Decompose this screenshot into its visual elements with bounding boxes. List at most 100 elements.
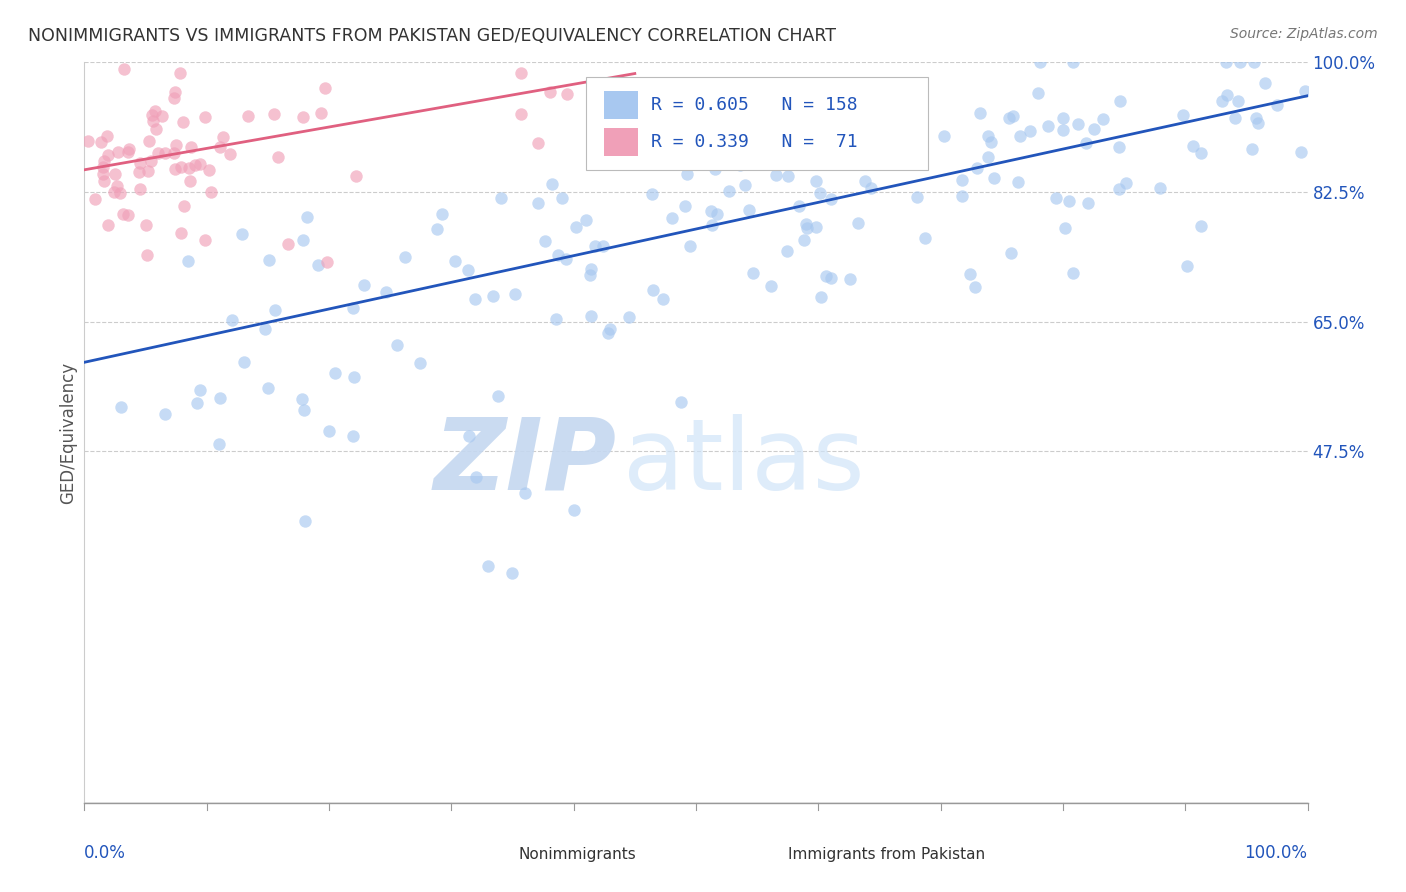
Point (527, 196, 550, 211)
Point (163, 145, 186, 160)
Point (1216, 88, 1239, 103)
Point (575, 212, 598, 227)
Point (464, 470, 486, 484)
Point (776, 169, 799, 183)
Point (1074, 136, 1097, 151)
Point (136, 248, 159, 262)
Point (93, 153, 115, 168)
Point (815, 268, 838, 283)
Point (117, 208, 139, 222)
Point (619, 310, 641, 324)
Point (294, 515, 316, 529)
Point (200, 185, 222, 199)
Point (148, 145, 170, 160)
Point (1028, 55, 1050, 70)
Point (112, 62, 135, 76)
Point (1108, 182, 1130, 196)
Point (513, 486, 536, 500)
Point (394, 250, 416, 264)
Point (179, 174, 201, 188)
Point (385, 338, 408, 352)
Point (579, 262, 602, 277)
Point (163, 85, 186, 99)
Point (598, 326, 620, 340)
Point (914, 230, 936, 244)
Point (353, 278, 375, 293)
Point (538, 85, 561, 99)
Point (846, 216, 869, 230)
Point (820, 270, 842, 285)
Point (430, 207, 453, 221)
Point (820, 192, 842, 206)
Point (1244, 111, 1267, 125)
Point (180, 140, 202, 154)
Point (344, 169, 367, 184)
Point (950, 172, 973, 186)
Text: ZIP: ZIP (433, 414, 616, 511)
Point (1052, 122, 1074, 136)
Point (541, 178, 564, 192)
Point (107, 145, 129, 160)
Point (231, 227, 253, 241)
Point (547, 248, 569, 262)
Point (342, 429, 364, 443)
Point (977, 150, 1000, 164)
Point (267, 150, 290, 164)
Point (808, 186, 831, 200)
Point (1211, 94, 1233, 108)
Point (170, 160, 193, 174)
Point (534, 235, 557, 249)
Point (838, 272, 860, 286)
Point (138, 135, 160, 149)
Point (111, 207, 134, 221)
Point (184, 158, 207, 172)
Point (118, 142, 141, 156)
Point (135, 219, 157, 233)
Point (1289, 145, 1312, 159)
Point (544, 312, 567, 326)
Point (110, 400, 132, 414)
Point (477, 558, 499, 573)
Point (1062, 266, 1084, 280)
Point (194, 233, 217, 247)
Point (599, 322, 621, 336)
Point (128, 182, 150, 196)
Point (898, 136, 921, 150)
Text: atlas: atlas (623, 414, 865, 511)
Point (551, 191, 574, 205)
Point (806, 220, 828, 235)
Point (887, 153, 910, 168)
Point (848, 110, 870, 124)
Point (855, 174, 877, 188)
Point (669, 395, 692, 409)
Point (503, 287, 526, 301)
Point (579, 268, 602, 283)
Point (1247, 116, 1270, 130)
Point (998, 111, 1021, 125)
Point (1254, 76, 1277, 90)
Point (91, 167, 114, 181)
Point (486, 389, 509, 403)
Point (103, 185, 125, 199)
Point (425, 222, 447, 236)
Point (759, 279, 782, 293)
Point (592, 239, 614, 253)
Point (905, 189, 928, 203)
Text: R = 0.605   N = 158: R = 0.605 N = 158 (651, 95, 858, 113)
Point (221, 313, 243, 327)
Point (796, 221, 818, 235)
Point (1229, 55, 1251, 70)
Text: NONIMMIGRANTS VS IMMIGRANTS FROM PAKISTAN GED/EQUIVALENCY CORRELATION CHART: NONIMMIGRANTS VS IMMIGRANTS FROM PAKISTA… (28, 27, 837, 45)
Point (932, 129, 955, 144)
Point (652, 292, 675, 306)
Point (1189, 219, 1212, 233)
Point (209, 391, 232, 405)
Point (738, 202, 761, 217)
Point (1054, 221, 1077, 235)
Point (173, 199, 195, 213)
Point (233, 355, 256, 369)
Point (96, 129, 118, 144)
Point (827, 136, 849, 150)
Point (375, 285, 398, 300)
Point (315, 255, 337, 269)
